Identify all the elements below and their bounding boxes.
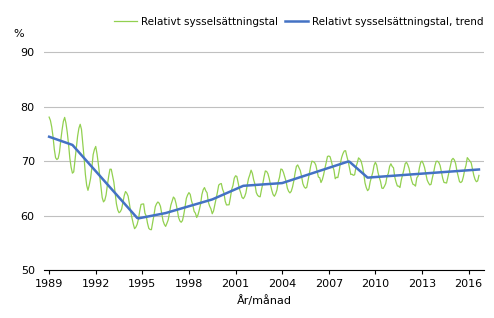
- Line: Relativt sysselsättningstal: Relativt sysselsättningstal: [49, 117, 479, 230]
- Text: %: %: [14, 29, 24, 39]
- Relativt sysselsättningstal, trend: [46, 135, 52, 139]
- Relativt sysselsättningstal: [102, 198, 108, 202]
- Relativt sysselsättningstal, trend: [282, 180, 288, 184]
- Legend: Relativt sysselsättningstal, Relativt sysselsättningstal, trend: Relativt sysselsättningstal, Relativt sy…: [115, 17, 483, 27]
- Relativt sysselsättningstal, trend: [135, 217, 141, 220]
- Relativt sysselsättningstal: [476, 174, 482, 177]
- Relativt sysselsättningstal: [191, 210, 197, 213]
- Relativt sysselsättningstal, trend: [317, 169, 323, 173]
- Relativt sysselsättningstal: [148, 228, 154, 232]
- Line: Relativt sysselsättningstal, trend: Relativt sysselsättningstal, trend: [49, 137, 479, 218]
- Relativt sysselsättningstal, trend: [416, 172, 422, 176]
- Relativt sysselsättningstal: [46, 115, 52, 119]
- Relativt sysselsättningstal: [281, 170, 287, 174]
- X-axis label: År/månad: År/månad: [237, 295, 292, 306]
- Relativt sysselsättningstal, trend: [191, 203, 197, 207]
- Relativt sysselsättningstal, trend: [476, 168, 482, 171]
- Relativt sysselsättningstal: [317, 176, 323, 180]
- Relativt sysselsättningstal: [282, 175, 288, 179]
- Relativt sysselsättningstal, trend: [281, 181, 287, 184]
- Relativt sysselsättningstal: [416, 166, 422, 170]
- Relativt sysselsättningstal, trend: [102, 180, 108, 183]
